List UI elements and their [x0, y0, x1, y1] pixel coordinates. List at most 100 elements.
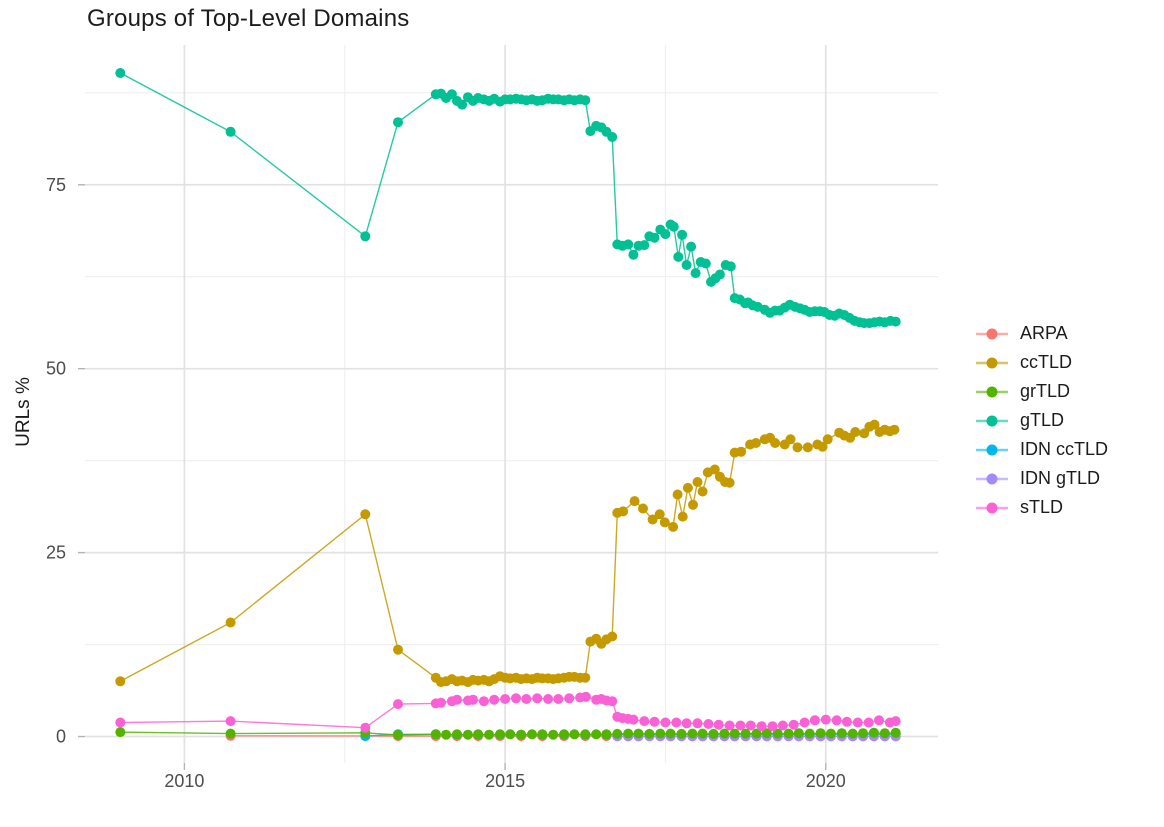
data-point-cctld: [792, 442, 803, 453]
legend-key-icon: [976, 472, 1008, 486]
data-point-grtld: [687, 728, 698, 739]
data-point-stld: [681, 718, 692, 729]
data-point-gtld: [360, 231, 371, 242]
y-tick-label: 25: [46, 543, 66, 563]
data-point-cctld: [889, 424, 900, 435]
legend-item-arpa: ARPA: [976, 319, 1108, 348]
data-point-cctld: [225, 617, 236, 628]
data-point-grtld: [452, 729, 462, 740]
x-tick-label: 2010: [164, 771, 204, 791]
data-point-grtld: [655, 728, 666, 739]
data-point-gtld: [607, 132, 618, 142]
data-point-grtld: [761, 728, 772, 739]
data-point-grtld: [665, 728, 676, 739]
data-point-gtld: [393, 117, 403, 128]
data-point-stld: [521, 694, 532, 704]
data-point-grtld: [623, 728, 634, 739]
data-point-stld: [831, 715, 842, 726]
data-point-grtld: [804, 728, 815, 739]
data-point-cctld: [360, 509, 371, 520]
data-point-cctld: [724, 477, 735, 488]
data-point-stld: [489, 694, 500, 705]
data-point-grtld: [527, 729, 537, 740]
data-point-gtld: [115, 68, 126, 78]
data-point-stld: [564, 693, 575, 704]
data-point-grtld: [393, 730, 403, 740]
data-point-cctld: [850, 427, 861, 437]
data-point-gtld: [690, 268, 701, 279]
data-point-stld: [767, 721, 778, 732]
data-point-cctld: [817, 441, 828, 452]
data-point-cctld: [770, 438, 781, 448]
data-point-cctld: [697, 486, 708, 497]
data-point-gtld: [623, 239, 634, 250]
data-point-cctld: [659, 517, 670, 528]
data-point-grtld: [825, 728, 836, 739]
data-point-cctld: [682, 482, 693, 493]
data-point-stld: [660, 717, 671, 728]
data-point-grtld: [495, 729, 505, 740]
x-tick-label: 2020: [806, 771, 846, 791]
legend: ARPA ccTLD grTLD gTLD IDN ccTLD IDN gTLD sTLD: [976, 319, 1108, 522]
data-point-stld: [500, 694, 511, 704]
chart-title: Groups of Top-Level Domains: [87, 5, 410, 32]
data-point-gtld: [668, 221, 679, 232]
data-point-cctld: [607, 631, 618, 642]
data-point-gtld: [457, 99, 468, 110]
data-point-grtld: [890, 727, 901, 738]
data-point-grtld: [719, 728, 730, 739]
data-point-grtld: [697, 728, 708, 739]
data-point-stld: [607, 696, 618, 707]
data-point-cctld: [647, 514, 658, 525]
data-point-grtld: [676, 728, 687, 739]
legend-label: IDN ccTLD: [1020, 439, 1109, 459]
data-point-gtld: [673, 251, 684, 262]
data-point-grtld: [225, 728, 236, 739]
data-point-cctld: [785, 434, 796, 445]
x-tick-label: 2015: [485, 771, 525, 791]
data-point-stld: [436, 697, 446, 708]
data-point-cctld: [692, 477, 703, 487]
data-point-stld: [863, 717, 874, 728]
data-point-gtld: [580, 95, 591, 106]
data-point-cctld: [869, 419, 880, 430]
legend-label: sTLD: [1020, 497, 1064, 517]
legend-label: ARPA: [1020, 323, 1068, 343]
data-point-grtld: [708, 728, 719, 739]
data-point-grtld: [751, 728, 762, 739]
data-point-gtld: [681, 260, 692, 270]
data-point-grtld: [580, 729, 591, 740]
data-point-gtld: [890, 316, 901, 327]
data-point-stld: [225, 716, 236, 727]
data-point-gtld: [677, 229, 688, 240]
data-point-stld: [532, 693, 543, 704]
data-point-cctld: [822, 434, 833, 445]
data-point-gtld: [649, 232, 660, 243]
data-point-cctld: [802, 442, 813, 453]
data-point-grtld: [729, 728, 740, 739]
legend-label: grTLD: [1020, 381, 1071, 401]
legend-item-gtld: gTLD: [976, 406, 1108, 435]
legend-item-idn-gtld: IDN gTLD: [976, 464, 1108, 493]
data-point-grtld: [473, 729, 484, 740]
data-point-grtld: [793, 728, 804, 739]
legend-item-stld: sTLD: [976, 493, 1108, 522]
data-point-stld: [452, 694, 462, 705]
data-point-gtld: [714, 269, 725, 280]
data-point-stld: [628, 714, 639, 725]
data-point-cctld: [688, 499, 698, 510]
data-point-stld: [393, 699, 403, 710]
data-point-gtld: [225, 126, 236, 137]
data-point-grtld: [591, 729, 602, 740]
data-point-cctld: [393, 644, 403, 655]
data-point-stld: [671, 717, 682, 728]
data-point-grtld: [115, 727, 126, 738]
data-point-stld: [841, 716, 852, 727]
data-point-stld: [115, 717, 126, 728]
data-point-cctld: [677, 511, 688, 522]
data-point-cctld: [672, 489, 683, 500]
data-point-stld: [809, 715, 820, 726]
data-point-stld: [553, 694, 564, 704]
data-point-grtld: [430, 729, 441, 740]
data-point-grtld: [559, 729, 570, 740]
